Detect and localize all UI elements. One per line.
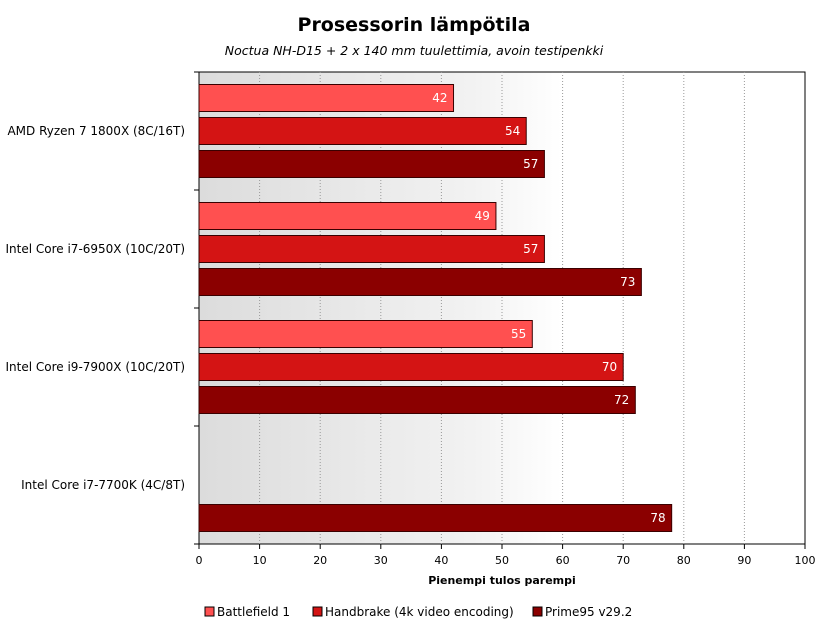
legend-swatch: [532, 606, 543, 617]
legend-swatch: [204, 606, 215, 617]
data-label: 73: [620, 275, 635, 289]
data-label: 42: [432, 91, 447, 105]
x-tick-label: 90: [737, 554, 751, 567]
data-label: 49: [475, 209, 490, 223]
x-tick-label: 70: [616, 554, 630, 567]
bars: 42 54 57 49 57 73 55 70 72 78: [198, 84, 673, 532]
data-label: 78: [650, 511, 665, 525]
x-tick-label: 30: [374, 554, 388, 567]
bar: [198, 353, 624, 381]
bar: [198, 117, 527, 145]
bar: [198, 202, 497, 230]
legend: Battlefield 1 Handbrake (4k video encodin…: [204, 605, 632, 619]
chart-subtitle: Noctua NH-D15 + 2 x 140 mm tuulettimia, …: [225, 43, 604, 58]
legend-label: Handbrake (4k video encoding): [325, 605, 514, 619]
category-label: Intel Core i9-7900X (10C/20T): [6, 360, 186, 374]
x-tick-label: 50: [495, 554, 509, 567]
chart-title: Prosessorin lämpötila: [298, 14, 531, 36]
legend-label: Prime95 v29.2: [545, 605, 632, 619]
x-tick-label: 80: [677, 554, 691, 567]
category-label: AMD Ryzen 7 1800X (8C/16T): [7, 124, 185, 138]
bar: [198, 504, 673, 532]
x-tick-label: 10: [253, 554, 267, 567]
data-label: 55: [511, 327, 526, 341]
bar: [198, 84, 455, 112]
x-tick-label: 20: [313, 554, 327, 567]
legend-swatch: [312, 606, 323, 617]
data-label: 70: [602, 360, 617, 374]
bar: [198, 235, 545, 263]
legend-label: Battlefield 1: [217, 605, 290, 619]
x-axis-label: Pienempi tulos parempi: [428, 574, 576, 587]
category-label: Intel Core i7-6950X (10C/20T): [6, 242, 186, 256]
axes: 0 10 20 30 40 50 60 70 80 90 100 AMD Ryzen 7 1800X …: [6, 71, 816, 567]
x-tick-label: 60: [556, 554, 570, 567]
x-tick-label: 0: [196, 554, 203, 567]
bar: [198, 320, 533, 348]
bar: [198, 268, 642, 296]
bar: [198, 386, 636, 414]
data-label: 57: [523, 157, 538, 171]
bar: [198, 150, 545, 178]
data-label: 57: [523, 242, 538, 256]
category-label: Intel Core i7-7700K (4C/8T): [21, 478, 185, 492]
data-label: 54: [505, 124, 520, 138]
data-label: 72: [614, 393, 629, 407]
x-tick-label: 40: [434, 554, 448, 567]
x-tick-label: 100: [795, 554, 816, 567]
